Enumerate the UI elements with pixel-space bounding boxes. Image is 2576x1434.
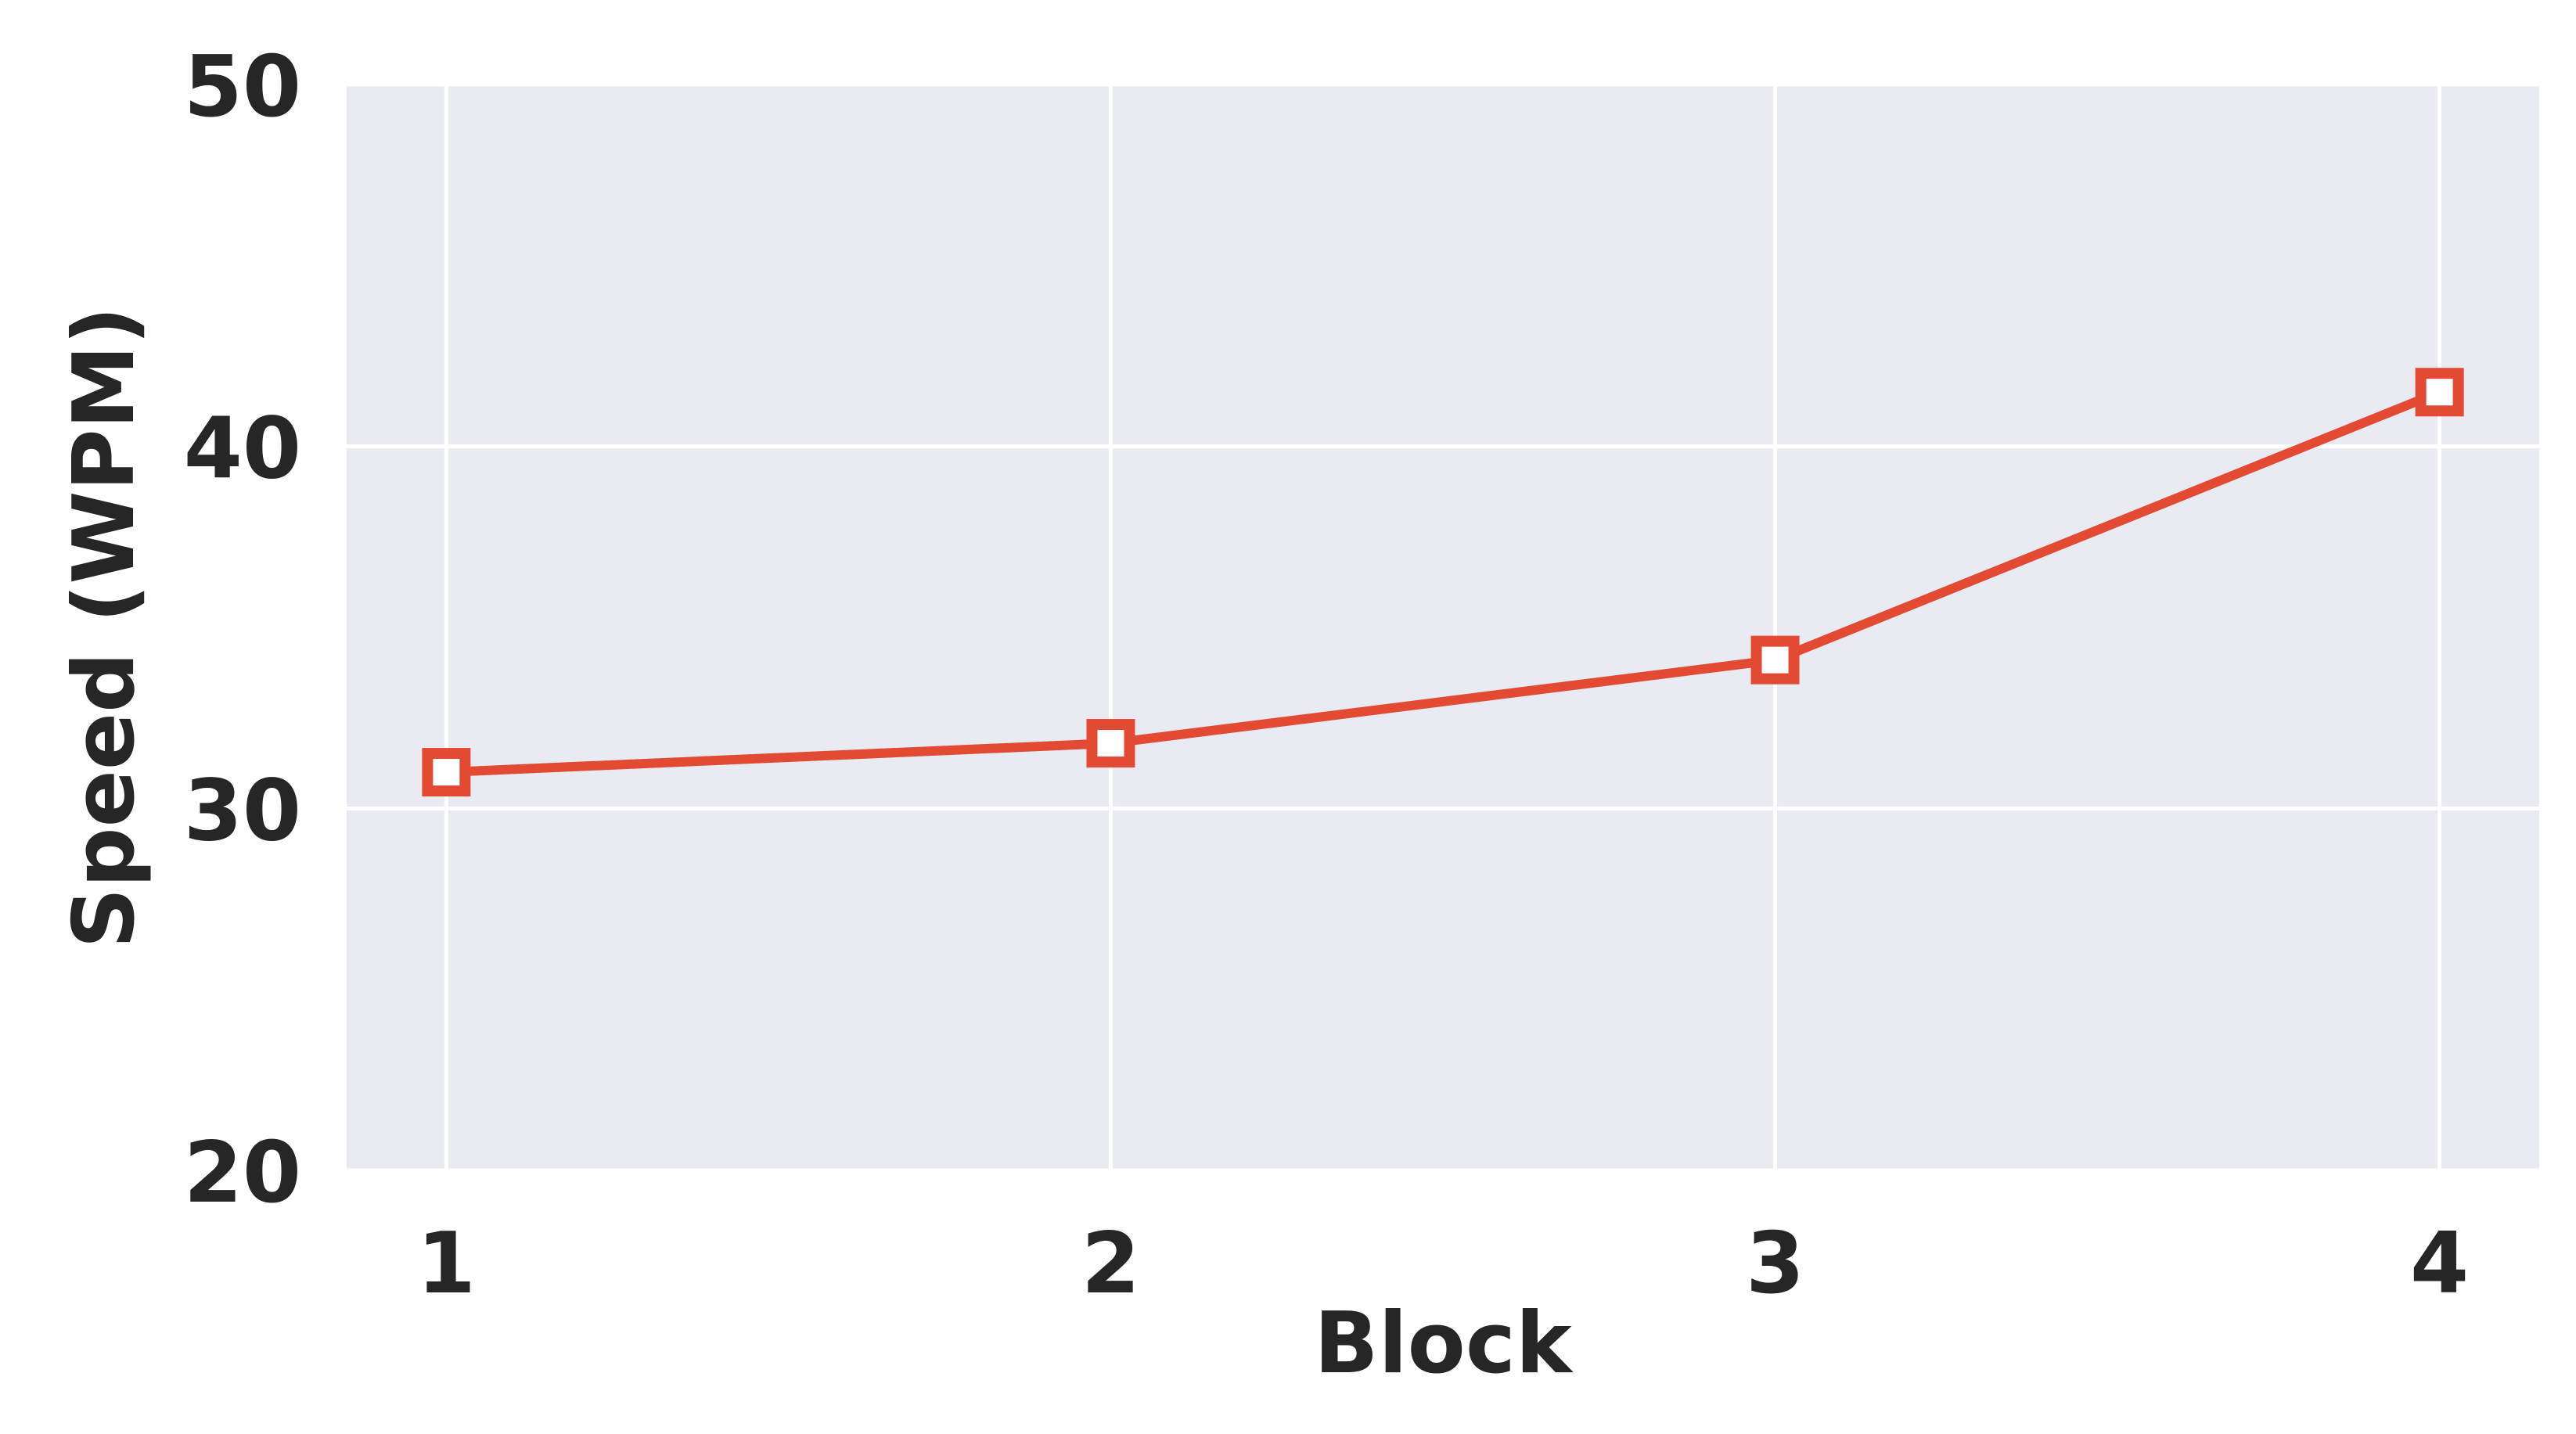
grid-lines bbox=[347, 82, 2539, 1173]
x-tick-label: 3 bbox=[1746, 1215, 1804, 1313]
y-tick-labels: 20 30 40 50 bbox=[184, 38, 301, 1222]
y-tick-label: 20 bbox=[184, 1124, 301, 1222]
x-axis-label: Block bbox=[1314, 1295, 1574, 1393]
data-point-marker bbox=[1086, 719, 1135, 768]
series-line bbox=[441, 387, 2445, 778]
x-tick-label: 2 bbox=[1081, 1215, 1140, 1313]
x-tick-label: 1 bbox=[417, 1215, 476, 1313]
plot-background bbox=[347, 84, 2539, 1170]
y-tick-label: 50 bbox=[184, 38, 301, 136]
data-point-marker bbox=[422, 748, 471, 797]
y-tick-label: 40 bbox=[184, 401, 301, 498]
y-tick-label: 30 bbox=[184, 762, 301, 860]
data-point-marker bbox=[2415, 368, 2464, 417]
data-point-marker bbox=[1750, 635, 1800, 685]
y-axis-label: Speed (WPM) bbox=[56, 307, 153, 949]
x-tick-labels: 1 2 3 4 bbox=[417, 1215, 2469, 1313]
series-layer bbox=[422, 368, 2464, 797]
x-tick-label: 4 bbox=[2410, 1215, 2469, 1313]
